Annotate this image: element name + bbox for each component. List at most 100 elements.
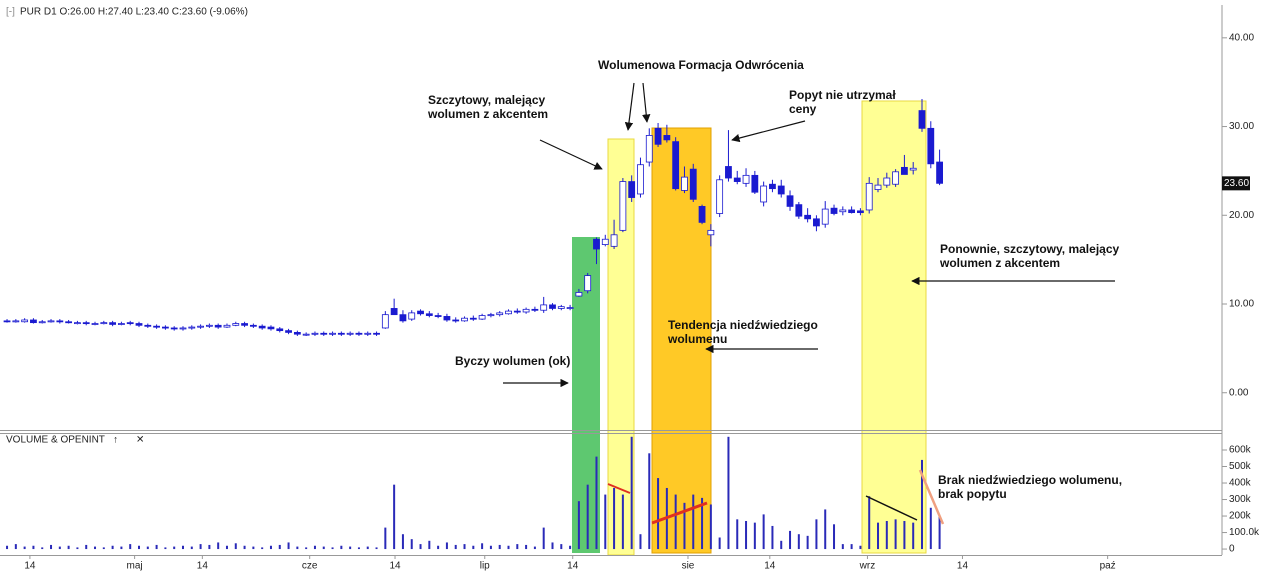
candle-body bbox=[364, 332, 372, 335]
volume-bar bbox=[23, 546, 26, 550]
x-tick-label: maj bbox=[127, 561, 143, 572]
volume-bar bbox=[560, 544, 563, 550]
volume-bar bbox=[472, 545, 475, 550]
x-tick-label: 14 bbox=[957, 561, 969, 572]
candle-body bbox=[320, 332, 328, 335]
candle-body bbox=[302, 333, 310, 336]
candle-body bbox=[742, 174, 750, 184]
x-tick-label: cze bbox=[302, 561, 318, 572]
candle-body bbox=[425, 313, 433, 316]
candle-body bbox=[619, 181, 627, 231]
candle-body bbox=[681, 176, 688, 191]
volume-bar bbox=[76, 547, 79, 550]
volume-bar bbox=[701, 497, 704, 550]
volume-bar bbox=[912, 522, 915, 550]
candle-body bbox=[777, 185, 785, 195]
candle-body bbox=[936, 161, 943, 184]
x-tick-label: 14 bbox=[389, 561, 401, 572]
candle-body bbox=[223, 324, 231, 328]
volume-bar bbox=[877, 522, 880, 550]
volume-bar bbox=[322, 546, 325, 550]
candle-body bbox=[258, 325, 266, 329]
candle-body bbox=[100, 322, 108, 325]
candle-body bbox=[821, 208, 829, 225]
volume-bar bbox=[445, 542, 448, 550]
candle-body bbox=[540, 304, 548, 311]
annotation: wolumen z akcentem bbox=[939, 256, 1060, 270]
candle-body bbox=[118, 323, 125, 325]
candle-body bbox=[883, 177, 891, 186]
volume-bar bbox=[102, 547, 105, 550]
volume-bar bbox=[199, 544, 202, 550]
candle-body bbox=[698, 206, 706, 223]
volume-bar bbox=[173, 546, 176, 550]
candle-body bbox=[390, 308, 398, 316]
candle-body bbox=[628, 181, 636, 198]
candle-body bbox=[355, 332, 363, 335]
candle-body bbox=[232, 323, 240, 326]
close-icon[interactable]: ✕ bbox=[136, 435, 144, 446]
volume-bar bbox=[401, 534, 404, 550]
volume-bar bbox=[50, 544, 53, 550]
candle-body bbox=[725, 166, 732, 179]
up-icon[interactable]: ↑ bbox=[113, 435, 118, 446]
candle-body bbox=[197, 325, 204, 328]
candle-body bbox=[267, 326, 275, 330]
candle-body bbox=[346, 332, 354, 335]
candle-body bbox=[769, 183, 776, 190]
candle-body bbox=[276, 328, 284, 332]
x-tick-label: lip bbox=[480, 561, 490, 572]
v-tick-label: 600k bbox=[1229, 445, 1252, 456]
trend-line bbox=[918, 469, 945, 525]
volume-bar bbox=[32, 545, 35, 550]
candle-body bbox=[513, 310, 521, 313]
volume-bar bbox=[771, 525, 774, 550]
volume-bar bbox=[885, 520, 888, 550]
volume-bar bbox=[525, 544, 528, 550]
volume-bar bbox=[146, 546, 149, 550]
candle-body bbox=[901, 166, 908, 175]
candle-body bbox=[760, 185, 768, 203]
candle-body bbox=[610, 234, 618, 247]
volume-bar bbox=[287, 542, 290, 550]
y-tick-label: 40.00 bbox=[1229, 32, 1254, 43]
volume-bar bbox=[551, 542, 554, 550]
arrow bbox=[624, 82, 635, 131]
candle-body bbox=[109, 322, 117, 325]
volume-bar bbox=[85, 544, 88, 550]
candle-body bbox=[707, 229, 715, 236]
candle-body bbox=[293, 332, 301, 335]
candle-body bbox=[531, 308, 539, 311]
volume-bar bbox=[190, 546, 193, 550]
price-marker bbox=[1222, 176, 1250, 191]
collapse-icon[interactable]: [-] bbox=[6, 7, 15, 18]
volume-bar bbox=[613, 487, 616, 550]
candle-body bbox=[214, 324, 222, 328]
candle-body bbox=[593, 238, 600, 250]
volume-bar bbox=[762, 514, 765, 550]
candle-body bbox=[918, 110, 926, 129]
candle-body bbox=[38, 321, 46, 324]
trend-line bbox=[651, 501, 708, 525]
volume-bar bbox=[217, 542, 220, 550]
volume-bar bbox=[859, 545, 862, 550]
volume-bar bbox=[938, 516, 941, 550]
candle-body bbox=[487, 314, 495, 317]
candle-body bbox=[505, 310, 512, 315]
volume-bar bbox=[929, 507, 932, 550]
annotation: wolumenu bbox=[667, 332, 727, 346]
candle-body bbox=[381, 314, 389, 329]
volume-bar bbox=[208, 544, 211, 550]
y-tick-label: 10.00 bbox=[1229, 299, 1254, 310]
volume-bar bbox=[454, 544, 457, 550]
candle-body bbox=[672, 141, 680, 190]
volume-bar bbox=[745, 520, 748, 550]
volume-bar bbox=[789, 530, 792, 550]
volume-bar bbox=[375, 547, 378, 550]
volume-bar bbox=[648, 453, 651, 550]
candle-body bbox=[452, 319, 460, 322]
volume-bar bbox=[533, 546, 536, 550]
candle-body bbox=[663, 135, 671, 141]
volume-bar bbox=[111, 545, 114, 550]
candle-body bbox=[566, 307, 574, 309]
